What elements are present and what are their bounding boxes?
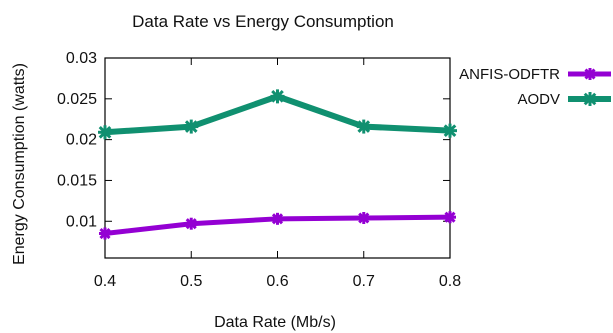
y-tick-label: 0.025 [57, 91, 97, 108]
data-point [357, 212, 370, 224]
data-point [98, 125, 112, 140]
data-point [444, 211, 456, 224]
data-point [184, 119, 199, 134]
data-point [185, 217, 198, 230]
data-point [583, 92, 597, 106]
x-tick-label: 0.8 [439, 273, 461, 290]
x-tick-label: 0.5 [180, 273, 202, 290]
legend-item: AODV [517, 91, 611, 108]
y-axis-label: Energy Consumption (watts) [11, 63, 28, 265]
legend-label: ANFIS-ODFTR [459, 66, 560, 83]
x-tick-label: 0.7 [353, 273, 375, 290]
data-point [356, 119, 371, 134]
x-tick-label: 0.4 [94, 273, 116, 290]
data-point [584, 68, 596, 80]
legend-item: ANFIS-ODFTR [459, 66, 611, 83]
data-point [443, 123, 457, 138]
chart-title: Data Rate vs Energy Consumption [132, 12, 394, 31]
data-point [270, 89, 285, 104]
data-point [271, 212, 284, 225]
x-tick-label: 0.6 [266, 273, 288, 290]
x-axis-label: Data Rate (Mb/s) [214, 314, 336, 331]
y-tick-label: 0.01 [66, 213, 97, 230]
y-tick-label: 0.015 [57, 172, 97, 189]
legend-label: AODV [517, 91, 560, 108]
y-tick-label: 0.02 [66, 132, 97, 149]
data-point [99, 227, 111, 240]
y-tick-label: 0.03 [66, 50, 97, 67]
